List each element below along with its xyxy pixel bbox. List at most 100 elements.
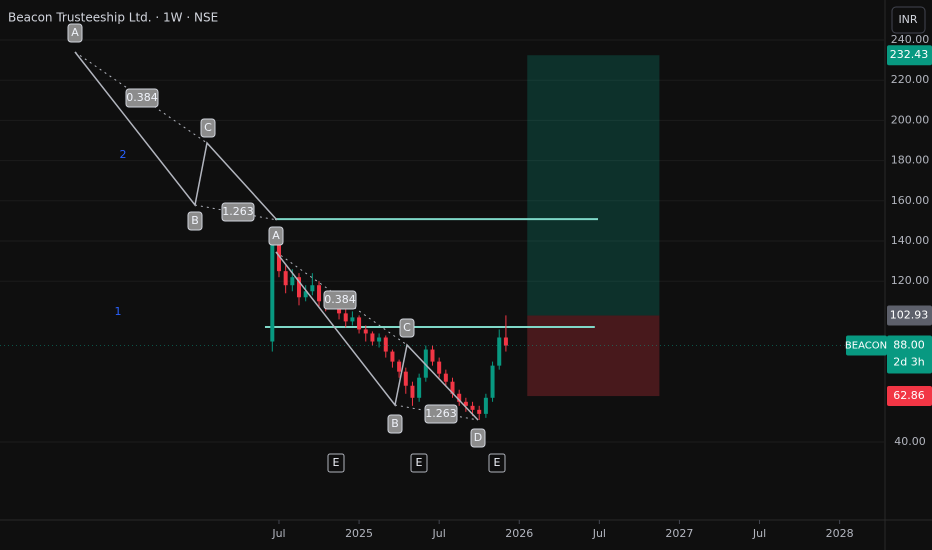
candle-body [450, 381, 455, 394]
stop-zone [527, 315, 660, 397]
price-label: 62.86 [893, 389, 925, 402]
candle-body [497, 337, 502, 366]
annotation-box [221, 202, 255, 222]
annotation-box [327, 453, 345, 473]
pattern-label: 0.384 [126, 91, 158, 104]
annotation-box [470, 428, 486, 448]
y-tick-label: 160.00 [891, 194, 930, 207]
candle-body [457, 393, 462, 402]
y-tick-label: 120.00 [891, 274, 930, 287]
currency-label: INR [898, 13, 917, 26]
pattern-label: 1.263 [425, 407, 457, 420]
candle-body [377, 337, 382, 342]
candle-body [357, 317, 362, 330]
annotation-box [268, 226, 284, 246]
pattern-label: B [191, 214, 199, 227]
price-label-bg [887, 386, 932, 407]
x-tick-label: Jul [271, 527, 285, 540]
candle-body [363, 329, 368, 334]
pattern-label: 0.384 [324, 293, 356, 306]
countdown-label: 2d 3h [893, 356, 924, 369]
annotation-box [387, 414, 403, 434]
annotation-box [200, 118, 216, 138]
pattern-ratio-line [74, 51, 208, 144]
annotation-box [187, 211, 203, 231]
candle-body [270, 245, 275, 342]
candle-body [443, 373, 448, 382]
annotation-box [410, 453, 428, 473]
candle-body [283, 271, 288, 286]
annotation-box [67, 23, 83, 43]
pattern-label: A [272, 229, 280, 242]
candle-body [503, 337, 508, 346]
candle-body [410, 385, 415, 398]
y-tick-label: 40.00 [894, 435, 926, 448]
candle-body [276, 245, 281, 272]
pattern-leg [74, 51, 278, 221]
y-tick-label: 240.00 [891, 33, 930, 46]
pattern-leg [275, 251, 479, 421]
pattern-label: A [71, 26, 79, 39]
pattern-label: D [474, 431, 482, 444]
y-tick-label: 140.00 [891, 234, 930, 247]
candle-body [390, 351, 395, 362]
candle-body [477, 409, 482, 414]
pattern-label: E [333, 456, 340, 469]
candle-body [343, 313, 348, 322]
y-tick-label: 220.00 [891, 73, 930, 86]
last-price-label: 88.00 [893, 339, 925, 352]
candle-body [383, 337, 388, 352]
target-zone [527, 55, 660, 316]
annotation-box [488, 453, 506, 473]
candle-body [297, 277, 302, 298]
symbol-label-bg [846, 335, 887, 356]
price-label-bg [887, 45, 932, 66]
candle-body [417, 377, 422, 398]
pattern-label: E [494, 456, 501, 469]
pattern-label: 1 [115, 305, 122, 318]
candle-body [470, 405, 475, 410]
candle-body [437, 361, 442, 374]
pattern-label: E [416, 456, 423, 469]
x-tick-label: 2026 [505, 527, 533, 540]
candle-body [423, 349, 428, 378]
annotation-box [323, 290, 357, 310]
candle-body [463, 401, 468, 406]
x-tick-label: 2027 [665, 527, 693, 540]
currency-button[interactable] [891, 6, 926, 34]
candle-body [290, 277, 295, 286]
price-label: 102.93 [890, 309, 929, 322]
candle-body [430, 349, 435, 362]
x-tick-label: Jul [432, 527, 446, 540]
candle-body [397, 361, 402, 372]
candle-body [350, 317, 355, 322]
candle-body [317, 285, 322, 302]
annotation-box [399, 318, 415, 338]
candle-body [310, 285, 315, 292]
pattern-label: B [391, 417, 399, 430]
candle-body [370, 333, 375, 342]
pattern-label: 2 [120, 148, 127, 161]
candle-body [483, 397, 488, 414]
pattern-label: C [204, 121, 212, 134]
pattern-ratio-line [275, 251, 408, 346]
candle-body [303, 291, 308, 298]
annotation-box [424, 404, 458, 424]
pattern-ratio-line [194, 204, 278, 221]
last-price-bg [887, 335, 932, 374]
x-tick-label: Jul [592, 527, 606, 540]
symbol-label: BEACON [845, 341, 887, 352]
candle-body [403, 371, 408, 386]
price-label: 232.43 [890, 48, 929, 61]
annotation-box [125, 88, 159, 108]
pattern-label: 1.263 [222, 205, 254, 218]
x-tick-label: 2025 [345, 527, 373, 540]
x-tick-label: Jul [752, 527, 766, 540]
price-label-bg [887, 305, 932, 326]
pattern-label: C [403, 321, 411, 334]
chart-title: Beacon Trusteeship Ltd. · 1W · NSE [8, 11, 218, 25]
y-tick-label: 180.00 [891, 154, 930, 167]
